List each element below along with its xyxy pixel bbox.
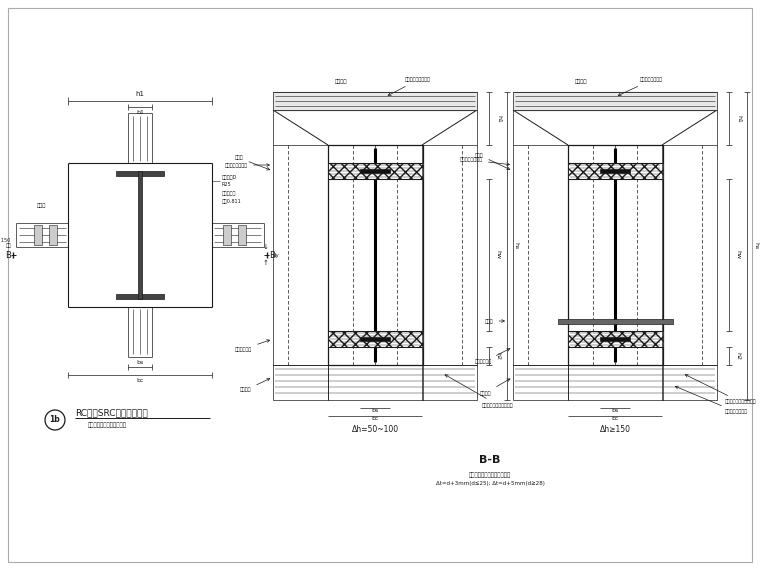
Text: hw: hw xyxy=(736,250,740,259)
Text: h2: h2 xyxy=(736,352,740,360)
Text: ↓: ↓ xyxy=(263,244,269,250)
Text: 素混凝板: 素混凝板 xyxy=(575,79,587,84)
Text: 凝结钢平面上纵钢筋: 凝结钢平面上纵钢筋 xyxy=(388,78,431,95)
Text: h2: h2 xyxy=(496,352,501,360)
Text: hw: hw xyxy=(496,250,501,259)
Text: 钢柱翼缘下梁纵筋二级筋: 钢柱翼缘下梁纵筋二级筋 xyxy=(686,374,757,405)
Text: Δt=d+3mm(d≤25); Δt=d+5mm(d≥28): Δt=d+3mm(d≤25); Δt=d+5mm(d≥28) xyxy=(435,481,544,486)
Text: 两方向钢筋箍平方: 两方向钢筋箍平方 xyxy=(225,162,270,168)
Bar xyxy=(662,145,717,365)
Text: dy: dy xyxy=(273,253,280,258)
Text: 素混凝板: 素混凝板 xyxy=(335,79,347,84)
Text: 高处用钢衬板垫筋: 高处用钢衬板垫筋 xyxy=(676,386,748,414)
Text: ↑: ↑ xyxy=(263,260,269,266)
Bar xyxy=(568,145,663,365)
Bar xyxy=(138,171,142,299)
Text: bs: bs xyxy=(611,408,619,413)
Bar xyxy=(422,145,477,365)
Text: bc: bc xyxy=(371,416,378,421)
Text: 钢衬板: 钢衬板 xyxy=(485,319,505,324)
Bar xyxy=(328,163,423,179)
Text: Δh≥150: Δh≥150 xyxy=(600,425,631,434)
Polygon shape xyxy=(662,110,717,145)
Bar xyxy=(273,92,477,110)
Bar xyxy=(238,225,246,245)
Bar xyxy=(328,145,423,365)
Text: R100×150: R100×150 xyxy=(0,238,11,242)
Bar xyxy=(513,365,568,400)
Text: Δh=50~100: Δh=50~100 xyxy=(351,425,398,434)
Bar xyxy=(49,225,57,245)
Bar xyxy=(600,169,630,173)
Text: 混凝土梁边线: 混凝土梁边线 xyxy=(475,349,510,364)
Bar xyxy=(568,163,663,179)
Text: 钢柱腹: 钢柱腹 xyxy=(36,202,46,207)
Text: 两方向钢筋箍平方: 两方向钢筋箍平方 xyxy=(460,157,509,166)
Text: 梁通纵: 梁通纵 xyxy=(235,156,270,170)
Bar xyxy=(513,92,717,110)
Text: b1: b1 xyxy=(136,109,144,115)
Text: 两侧均有棁拨时放大样进行，: 两侧均有棁拨时放大样进行， xyxy=(469,472,511,478)
Text: 水平加劲肋: 水平加劲肋 xyxy=(222,190,236,196)
Text: bs: bs xyxy=(136,360,144,364)
Text: h1: h1 xyxy=(135,91,144,97)
Text: 1b: 1b xyxy=(49,416,60,425)
Bar xyxy=(328,365,423,400)
Text: bc: bc xyxy=(611,416,619,421)
Bar xyxy=(116,294,164,299)
Text: B: B xyxy=(5,250,11,259)
Bar xyxy=(568,365,663,400)
Bar xyxy=(558,319,673,324)
Text: 灌注孔径D: 灌注孔径D xyxy=(222,176,237,181)
Polygon shape xyxy=(273,110,328,145)
Bar xyxy=(273,145,328,365)
Bar xyxy=(34,225,42,245)
Bar xyxy=(223,225,231,245)
Text: 钢柱翼缘下梁纵筋二级筋: 钢柱翼缘下梁纵筋二级筋 xyxy=(445,374,514,408)
Text: hs: hs xyxy=(753,242,758,250)
Text: hs: hs xyxy=(514,242,518,250)
Text: 梁通纵: 梁通纵 xyxy=(475,153,510,169)
Bar xyxy=(273,365,328,400)
Text: 由中钢筋: 由中钢筋 xyxy=(240,378,270,393)
Text: bc: bc xyxy=(136,378,144,384)
Bar xyxy=(513,145,568,365)
Bar xyxy=(360,169,390,173)
Text: 钢肉: 钢肉 xyxy=(5,243,11,249)
Text: h1: h1 xyxy=(496,115,502,123)
Bar xyxy=(116,171,164,176)
Bar xyxy=(360,337,390,341)
Text: h1: h1 xyxy=(736,115,742,123)
Bar xyxy=(568,331,663,347)
Bar xyxy=(600,337,630,341)
Text: R25: R25 xyxy=(222,182,232,188)
Bar xyxy=(662,365,717,400)
Text: bs: bs xyxy=(372,408,378,413)
Text: 适用于两侧均有棁拨的情况: 适用于两侧均有棁拨的情况 xyxy=(88,422,127,428)
Text: RC梁与SRC中节点示意图: RC梁与SRC中节点示意图 xyxy=(75,409,147,417)
Text: B: B xyxy=(269,250,275,259)
Polygon shape xyxy=(422,110,477,145)
Text: 由中钢筋: 由中钢筋 xyxy=(480,379,510,396)
Text: 钢柱翼缘上纵钢筋: 钢柱翼缘上纵钢筋 xyxy=(618,78,663,96)
Polygon shape xyxy=(513,110,568,145)
Bar xyxy=(328,331,423,347)
Bar xyxy=(422,365,477,400)
Text: 混凝土梁边线: 混凝土梁边线 xyxy=(235,340,270,352)
Text: B-B: B-B xyxy=(480,455,501,465)
Text: 厚板0.811: 厚板0.811 xyxy=(222,198,242,203)
